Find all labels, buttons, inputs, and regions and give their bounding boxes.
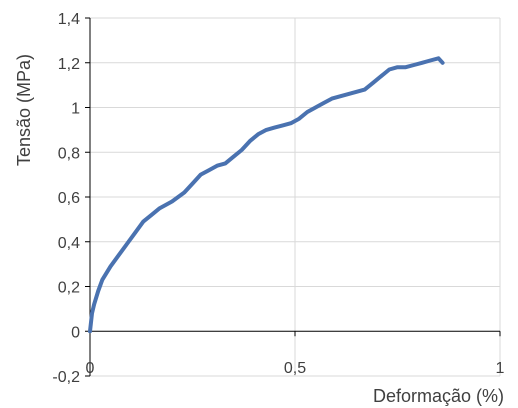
data-point [96, 289, 100, 293]
data-point [346, 92, 350, 96]
y-tick-label: 1 [71, 101, 80, 118]
x-axis-title: Deformação (%) [373, 386, 504, 406]
data-point [387, 67, 391, 72]
y-tick-label: 0 [71, 324, 80, 341]
data-point [141, 220, 145, 224]
series-layer [88, 56, 445, 334]
data-point [223, 161, 227, 165]
data-point [256, 132, 260, 136]
y-tick-label: 1,2 [58, 56, 80, 73]
data-point [190, 182, 195, 186]
data-point [281, 123, 285, 127]
data-point [125, 242, 129, 246]
data-point [371, 81, 375, 85]
data-point [207, 168, 211, 172]
data-point [215, 164, 219, 168]
data-point [436, 56, 441, 60]
series-line [88, 56, 445, 334]
data-point [354, 90, 359, 94]
data-point [117, 253, 121, 257]
data-point [330, 97, 334, 101]
data-point [272, 126, 277, 130]
y-tick-label: -0,2 [52, 369, 80, 386]
data-point [108, 264, 113, 268]
data-point [412, 63, 416, 67]
data-point [199, 173, 203, 177]
data-point [88, 329, 92, 333]
data-point [90, 311, 94, 315]
data-point [379, 74, 383, 78]
data-point [322, 101, 326, 105]
data-point [248, 139, 252, 143]
data-point [395, 65, 400, 69]
y-tick-label: 0,4 [58, 235, 80, 252]
data-point [338, 94, 342, 98]
y-axis-title: Tensão (MPa) [14, 54, 34, 166]
data-point [441, 61, 445, 65]
data-point [264, 128, 268, 132]
x-tick-label: 1 [496, 360, 505, 377]
y-tick-label: 1,4 [58, 11, 80, 28]
data-point [305, 110, 309, 114]
data-point [289, 121, 293, 125]
data-point [149, 213, 154, 217]
data-point [428, 58, 432, 63]
data-point [313, 105, 318, 110]
x-tick-label: 0 [86, 360, 95, 377]
data-point [363, 88, 367, 92]
data-point [182, 190, 186, 195]
data-point [240, 148, 244, 152]
y-tick-label: 0,6 [58, 190, 80, 207]
x-tick-label: 0,5 [284, 360, 306, 377]
data-point [158, 206, 162, 210]
y-tick-label: 0,8 [58, 145, 80, 162]
data-point [100, 278, 104, 282]
y-tick-label: 0,2 [58, 280, 80, 297]
data-point [404, 65, 408, 69]
tick-labels: -0,2 0 0,2 0,4 0,6 0,8 1 1,2 1,4 0 0,5 1 [52, 11, 504, 386]
gridlines [90, 17, 501, 377]
data-point [297, 117, 301, 121]
data-point [133, 231, 137, 235]
data-point [420, 61, 424, 65]
data-point [231, 155, 236, 159]
data-point [92, 302, 96, 306]
data-point [170, 199, 174, 204]
